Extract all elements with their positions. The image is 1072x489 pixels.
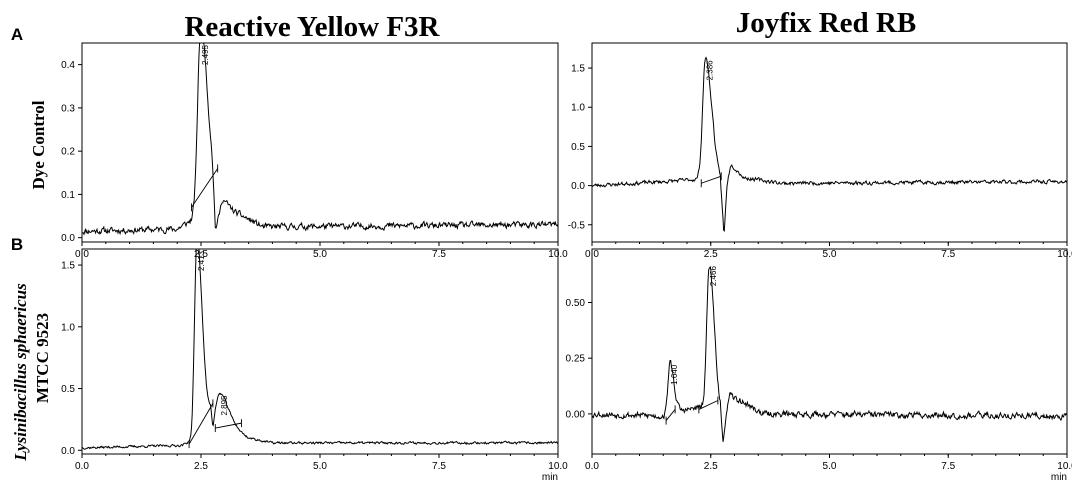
y-tick-label: 0.1 — [61, 190, 75, 201]
x-tick-label: 10.0 — [1057, 461, 1072, 472]
x-tick-label: 7.5 — [432, 249, 446, 260]
chromatogram-trace — [81, 248, 559, 450]
integration-baseline — [215, 422, 242, 429]
y-tick-label: 0.0 — [61, 446, 75, 457]
peak-label: 2.386 — [705, 60, 714, 81]
x-tick-label: 7.5 — [941, 249, 955, 260]
integration-baseline — [698, 400, 719, 410]
chromatogram-trace — [592, 56, 1068, 232]
integration-baseline — [191, 168, 219, 208]
peak-label: 2.895 — [220, 395, 229, 416]
y-tick-label: 0.25 — [566, 354, 586, 365]
y-tick-label: 0.5 — [571, 142, 585, 153]
panel-letter-a: A — [11, 25, 23, 44]
y-tick-label: 0.0 — [61, 233, 75, 244]
x-tick-label: 10.0 — [548, 461, 568, 472]
y-tick-label: 0.0 — [571, 181, 585, 192]
integration-baseline — [701, 175, 722, 184]
chart-panel-yellow-dye-control: 0.0 2.5 5.0 7.5 10.00.00.10.20.30.42.495 — [61, 42, 568, 260]
y-tick-label: 1.5 — [61, 261, 75, 272]
y-tick-label: -0.5 — [568, 220, 586, 231]
peak-label: 2.413 — [197, 250, 206, 271]
y-tick-label: 1.0 — [61, 322, 75, 333]
x-tick-label: 2.5 — [704, 249, 718, 260]
y-tick-label: 0.3 — [61, 103, 75, 114]
plot-frame — [81, 248, 559, 455]
column-title-red: Joyfix Red RB — [736, 7, 916, 39]
x-tick-label: 0.0 — [75, 461, 89, 472]
x-tick-label: 5.0 — [823, 461, 837, 472]
chart-panel-red-dye-control: 0.02.55.07.510.0-0.50.00.51.01.52.386 — [568, 42, 1072, 260]
peak-label: 1.640 — [670, 364, 679, 385]
y-tick-label: 1.0 — [571, 103, 585, 114]
x-unit-label: min — [1051, 472, 1067, 483]
y-tick-label: 0.5 — [61, 384, 75, 395]
x-unit-label: min — [542, 472, 558, 483]
chromatogram-trace — [591, 265, 1068, 442]
x-tick-label: 7.5 — [432, 461, 446, 472]
x-tick-label: 10.0 — [1057, 249, 1072, 260]
y-tick-label: 0.4 — [61, 60, 75, 71]
y-tick-label: 0.00 — [566, 409, 586, 420]
plot-frame — [591, 248, 1068, 455]
row-label-dye-control: Dye Control — [29, 100, 48, 189]
row-label-organism: Lysinibacillus sphaericus — [11, 283, 30, 462]
y-tick-label: 1.5 — [571, 64, 585, 75]
column-title-yellow: Reactive Yellow F3R — [184, 11, 440, 43]
x-tick-label: 2.5 — [194, 461, 208, 472]
plot-frame — [81, 42, 559, 243]
x-tick-label: 7.5 — [941, 461, 955, 472]
integration-baseline — [665, 409, 676, 421]
x-tick-label: 0.0 — [585, 461, 599, 472]
chromatogram-trace — [81, 42, 559, 236]
row-label-strain: MTCC 9523 — [33, 313, 52, 403]
peak-label: 2.495 — [201, 44, 210, 65]
y-tick-label: 0.2 — [61, 147, 75, 158]
x-tick-label: 5.0 — [823, 249, 837, 260]
x-tick-label: 2.5 — [704, 461, 718, 472]
x-tick-label: 5.0 — [313, 461, 327, 472]
plot-frame — [591, 42, 1068, 243]
x-tick-label: 2.5 — [194, 249, 208, 260]
panel-letter-b: B — [11, 235, 23, 254]
y-tick-label: 0.50 — [566, 298, 586, 309]
peak-label: 2.466 — [709, 266, 718, 287]
x-tick-label: 5.0 — [313, 249, 327, 260]
integration-baseline — [188, 403, 214, 445]
chart-panel-red-organism: 0.02.55.07.510.0min0.000.250.501.6402.46… — [566, 248, 1072, 483]
